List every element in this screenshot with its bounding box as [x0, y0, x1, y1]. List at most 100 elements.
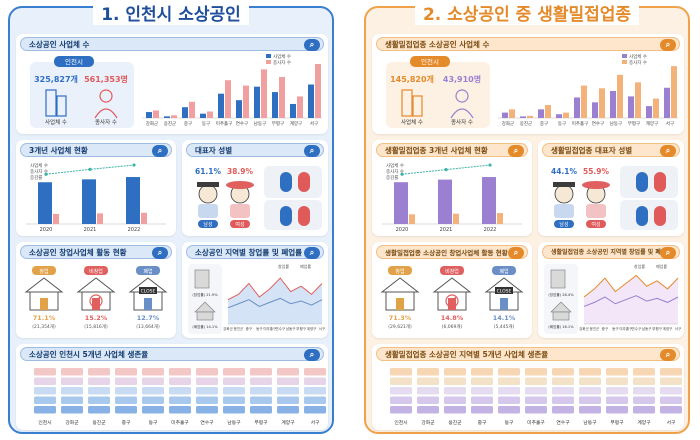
- right-card-openclose-header: 생활밀접업종 소상공인 지역별 창업률 및 폐업률 ⌕: [542, 245, 680, 259]
- tick-label: 서구: [310, 120, 318, 127]
- no-entry-icon: [91, 296, 101, 306]
- open-rate-line: [583, 274, 679, 298]
- survival-cell: [115, 406, 137, 414]
- tick-label: 연수구: [236, 120, 248, 127]
- search-icon[interactable]: ⌕: [660, 247, 676, 259]
- left-card-survival-header: 소상공인 인천시 5개년 사업체 생존율 ⌕: [20, 347, 324, 361]
- search-icon[interactable]: ⌕: [152, 145, 168, 157]
- right-gender-graphic: 44.1% 55.9% 남성 여성: [551, 166, 678, 230]
- shop-roof-icon: [24, 277, 64, 293]
- legend-label: 사업체 수: [386, 162, 404, 169]
- survival-cell: [250, 368, 272, 376]
- bar-biz: [200, 113, 206, 118]
- male-hat-icon: [197, 182, 219, 187]
- male-hat-icon: [553, 182, 575, 187]
- right-card-gender: 생활밀접업종 대표자 성별 ⌕ 44.1% 55.9% 남성 여성: [538, 140, 684, 236]
- survival-cell: [88, 406, 110, 414]
- tick-label: 2020: [40, 227, 53, 233]
- region-label: 중구: [478, 420, 487, 426]
- survival-cell: [142, 387, 164, 395]
- survival-cell: [417, 368, 439, 376]
- left-card-startup: 소상공인 창업사업체 활동 현황 ⌕ 창업 71.1% (21,354개) 비창업 15.…: [16, 242, 176, 338]
- search-icon[interactable]: ⌕: [508, 247, 524, 259]
- survival-cell: [169, 406, 191, 414]
- bar-biz: [146, 112, 152, 118]
- search-icon[interactable]: ⌕: [508, 145, 524, 157]
- survival-cell: [498, 387, 520, 395]
- region-label: 부평구: [254, 419, 268, 426]
- search-icon[interactable]: ⌕: [660, 145, 676, 157]
- female-pill: [298, 172, 310, 192]
- search-icon[interactable]: ⌕: [304, 39, 320, 51]
- tick-label: 남동구: [254, 120, 266, 127]
- survival-cell: [250, 406, 272, 414]
- legend-label: 종사자 수: [273, 59, 291, 66]
- male-body-icon: [198, 204, 218, 218]
- legend-label: 사업체 수: [273, 53, 291, 60]
- shop-roof-icon: [380, 277, 420, 293]
- bar-emp: [545, 105, 551, 118]
- survival-cell: [660, 406, 682, 414]
- female-hat-icon: [226, 181, 254, 189]
- search-icon[interactable]: ⌕: [152, 247, 168, 259]
- search-icon[interactable]: ⌕: [304, 247, 320, 259]
- status-tag: [84, 266, 108, 275]
- survival-cell: [552, 396, 574, 404]
- tick-label: 2021: [440, 227, 453, 233]
- search-icon[interactable]: ⌕: [660, 39, 676, 51]
- bar-emp: [261, 69, 267, 118]
- legend-label: 폐업률: [300, 263, 311, 269]
- legend-label: 사업체 수: [30, 162, 48, 169]
- shop-door-icon: [40, 298, 48, 310]
- search-icon[interactable]: ⌕: [304, 349, 320, 361]
- person-icon: [94, 108, 118, 119]
- bar-biz: [394, 182, 408, 224]
- region-label: 서구: [667, 419, 676, 426]
- female-body-icon: [230, 204, 250, 218]
- growth-point: [444, 168, 448, 172]
- shop-icon: [552, 311, 570, 321]
- survival-cell: [61, 377, 83, 385]
- survival-cell: [169, 387, 191, 395]
- left-startup-graphic: 창업 71.1%(21,354개) 비창업 15.2%(15,816개) 폐업 12.7%…: [24, 266, 168, 330]
- tick-label: 서구: [675, 326, 682, 331]
- growth-point: [132, 163, 136, 167]
- legend-label: 종사자 수: [30, 168, 48, 175]
- survival-cell: [196, 368, 218, 376]
- female-pill: [654, 206, 666, 226]
- survival-cell: [142, 396, 164, 404]
- search-icon[interactable]: ⌕: [660, 349, 676, 361]
- tick-label: 옹진군: [520, 120, 532, 127]
- survival-cell: [552, 406, 574, 414]
- bar-biz: [254, 86, 260, 118]
- emp-label: 종사자 수: [451, 118, 473, 126]
- survival-cell: [61, 368, 83, 376]
- survival-cell: [606, 406, 628, 414]
- survival-cell: [660, 377, 682, 385]
- tick-label: 강화군: [146, 120, 158, 127]
- survival-cell: [169, 368, 191, 376]
- bar-biz: [438, 179, 452, 224]
- close-sign-label: CLOSE: [141, 289, 156, 295]
- survival-cell: [552, 377, 574, 385]
- survival-cell: [444, 368, 466, 376]
- status-tag-label: 폐업: [499, 268, 508, 275]
- open-rate: (창업률) 21.9%: [192, 292, 218, 297]
- survival-cell: [417, 406, 439, 414]
- bar-emp: [563, 112, 569, 118]
- right-card-biz-count-header: 생활밀접업종 소상공인 사업체 수 ⌕: [376, 37, 680, 51]
- building-icon: [550, 269, 566, 289]
- survival-cell: [196, 377, 218, 385]
- close-rate: (폐업률) 14.1%: [192, 324, 218, 329]
- left-card-survival: 소상공인 인천시 5개년 사업체 생존율 ⌕ 인천시 강화군 옹진군 중구 동구 미추홀구 연…: [16, 344, 328, 430]
- male-tag: [554, 220, 574, 228]
- survival-cell: [417, 387, 439, 395]
- search-icon[interactable]: ⌕: [304, 145, 320, 157]
- female-label: 여성: [591, 221, 600, 228]
- survival-cell: [34, 377, 56, 385]
- region-label: 서구: [311, 419, 320, 426]
- tick-label: 동구: [558, 121, 566, 127]
- tick-label: 동구: [612, 327, 619, 331]
- survival-cell: [525, 387, 547, 395]
